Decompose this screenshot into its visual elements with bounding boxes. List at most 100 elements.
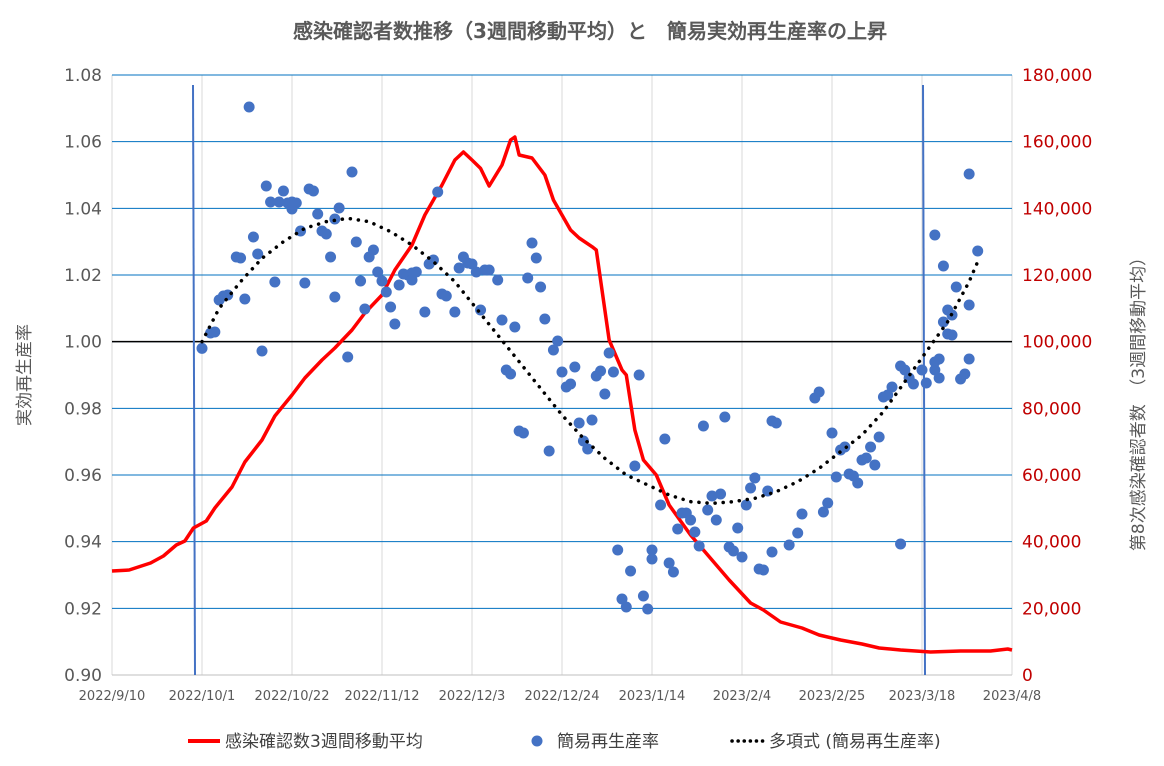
legend-label-trend: 多項式 (簡易再生産率) xyxy=(769,732,941,752)
rate-data-point xyxy=(963,168,975,180)
rate-data-point xyxy=(410,266,422,278)
rate-data-point xyxy=(273,196,285,208)
rate-data-point xyxy=(715,488,727,500)
rate-data-point xyxy=(329,291,341,303)
rate-data-point xyxy=(620,601,632,613)
rate-data-point xyxy=(393,279,405,291)
rate-data-point xyxy=(380,286,392,298)
legend: 感染確認数3週間移動平均 簡易再生産率 多項式 (簡易再生産率) xyxy=(188,732,941,752)
rate-data-point xyxy=(702,504,714,516)
rate-data-point xyxy=(299,277,311,289)
rate-data-point xyxy=(646,544,658,556)
rate-data-point xyxy=(963,353,975,365)
rate-data-point xyxy=(706,490,718,502)
y-left-tick-label: 1.04 xyxy=(64,199,102,219)
rate-data-point xyxy=(822,497,834,509)
rate-data-point xyxy=(783,539,795,551)
rate-data-point xyxy=(389,318,401,330)
rate-data-point xyxy=(826,427,838,439)
rate-data-point xyxy=(830,471,842,483)
y-left-tick-label: 1.08 xyxy=(64,66,102,86)
rate-data-point xyxy=(869,459,881,471)
legend-marker-rate xyxy=(531,735,543,747)
y-right-tick-label: 0 xyxy=(1022,666,1033,686)
rate-data-point xyxy=(697,420,709,432)
rate-data-point xyxy=(655,499,667,511)
rate-data-point xyxy=(543,445,555,457)
x-tick-label: 2023/2/25 xyxy=(799,689,866,704)
rate-data-point xyxy=(766,546,778,558)
rate-data-point xyxy=(350,236,362,248)
rate-data-point xyxy=(792,527,804,539)
rate-data-point xyxy=(796,508,808,520)
rate-data-point xyxy=(517,427,529,439)
rate-data-point xyxy=(895,538,907,550)
legend-label-cases: 感染確認数3週間移動平均 xyxy=(225,732,423,752)
rate-data-point xyxy=(346,166,358,178)
rate-data-point xyxy=(367,244,379,256)
rate-data-point xyxy=(916,364,928,376)
rate-data-point xyxy=(307,185,319,197)
x-tick-label: 2023/4/8 xyxy=(983,689,1041,704)
rate-data-point xyxy=(672,523,684,535)
rate-data-point xyxy=(453,262,465,274)
rate-data-point xyxy=(736,551,748,563)
x-tick-label: 2023/3/18 xyxy=(889,689,956,704)
rate-data-point xyxy=(873,431,885,443)
rate-data-point xyxy=(719,411,731,423)
rate-data-point xyxy=(757,564,769,576)
rate-data-point xyxy=(247,231,259,243)
rate-data-point xyxy=(907,378,919,390)
rate-data-point xyxy=(693,540,705,552)
x-tick-label: 2023/1/14 xyxy=(619,689,686,704)
rate-data-point xyxy=(745,482,757,494)
rate-data-point xyxy=(959,368,971,380)
rate-data-point xyxy=(449,306,461,318)
rate-data-point xyxy=(642,603,654,615)
rate-data-point xyxy=(770,417,782,429)
rate-data-point xyxy=(886,381,898,393)
rate-data-point xyxy=(359,303,371,315)
rate-data-point xyxy=(505,368,517,380)
rate-data-point xyxy=(556,366,568,378)
y-right-tick-label: 140,000 xyxy=(1022,199,1092,219)
rate-data-point xyxy=(603,347,615,359)
rate-data-point xyxy=(355,275,367,287)
y-axis-right-label: 第8次感染確認者数 （3週間移動平均） xyxy=(1129,249,1149,551)
rate-data-point xyxy=(252,248,264,260)
rate-data-point xyxy=(607,366,619,378)
y-left-tick-label: 0.96 xyxy=(64,466,102,486)
rate-data-point xyxy=(813,386,825,398)
rate-data-point xyxy=(565,378,577,390)
y-right-tick-label: 20,000 xyxy=(1022,599,1081,619)
rate-data-point xyxy=(633,369,645,381)
rate-data-point xyxy=(492,274,504,286)
rate-data-point xyxy=(573,417,585,429)
rate-data-point xyxy=(817,506,829,518)
rate-data-point xyxy=(963,299,975,311)
rate-data-point xyxy=(582,443,594,455)
rate-data-point xyxy=(239,293,251,305)
rate-data-point xyxy=(612,544,624,556)
rate-data-point xyxy=(586,414,598,426)
rate-data-point xyxy=(432,186,444,198)
rate-data-point xyxy=(325,251,337,263)
rate-data-point xyxy=(732,522,744,534)
rate-data-point xyxy=(522,272,534,284)
rate-data-point xyxy=(419,306,431,318)
rate-data-point xyxy=(667,566,679,578)
marks xyxy=(111,84,1013,676)
y-left-tick-label: 1.02 xyxy=(64,266,102,286)
rate-data-point xyxy=(552,335,564,347)
rate-data-point xyxy=(496,314,508,326)
rate-data-point xyxy=(256,345,268,357)
rate-data-point xyxy=(629,460,641,472)
y-left-tick-label: 0.98 xyxy=(64,399,102,419)
rate-data-point xyxy=(243,101,255,113)
y-right-tick-label: 60,000 xyxy=(1022,466,1081,486)
y-left-tick-label: 1.06 xyxy=(64,133,102,153)
rate-data-point xyxy=(663,557,675,569)
rate-data-point xyxy=(470,266,482,278)
rate-data-point xyxy=(333,202,345,214)
